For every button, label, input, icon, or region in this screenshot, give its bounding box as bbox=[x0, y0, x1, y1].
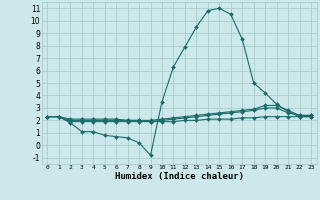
X-axis label: Humidex (Indice chaleur): Humidex (Indice chaleur) bbox=[115, 172, 244, 181]
